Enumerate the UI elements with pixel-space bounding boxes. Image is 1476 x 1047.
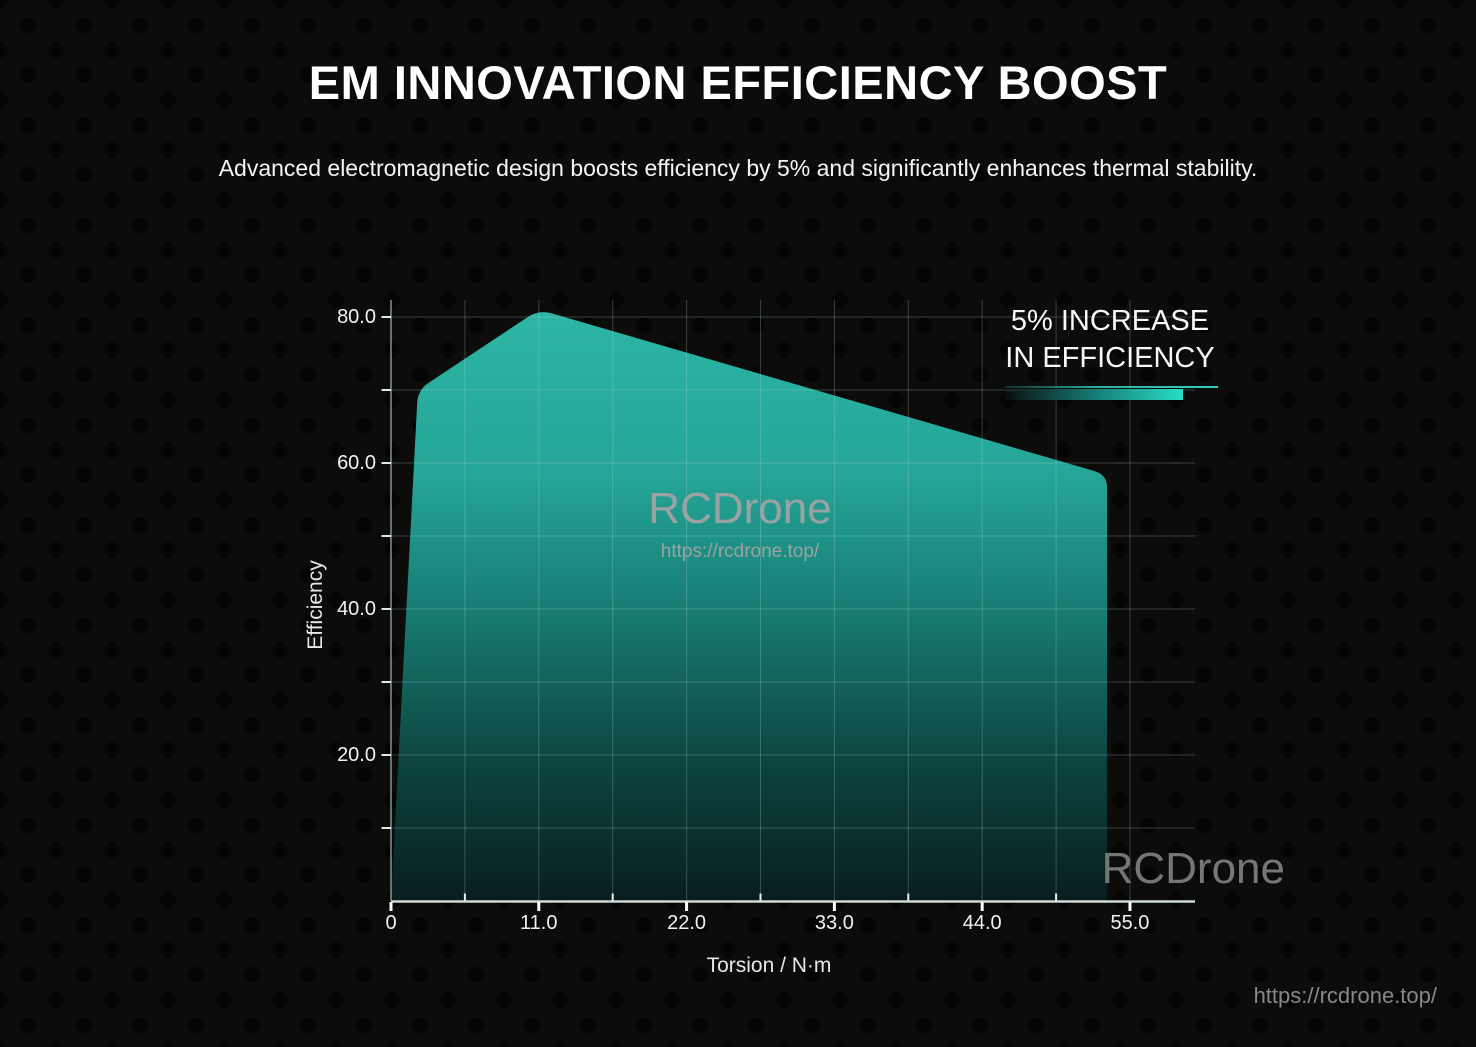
y-tick-label: 60.0: [337, 452, 376, 474]
page-title: EM INNOVATION EFFICIENCY BOOST: [308, 56, 1168, 109]
x-tick-label: 33.0: [814, 912, 854, 934]
legend-line1: 5% INCREASE: [1010, 305, 1210, 337]
x-tick-label: 55.0: [1110, 912, 1150, 934]
footer-url: https://rcdrone.top/: [1253, 983, 1437, 1008]
legend-underline: [1005, 386, 1218, 388]
x-tick-label: 22.0: [667, 912, 707, 934]
y-axis-title: Efficiency: [304, 560, 327, 650]
legend-line2: IN EFFICIENCY: [1005, 342, 1215, 374]
axes: [390, 300, 1195, 903]
y-tick-label: 20.0: [337, 744, 376, 766]
y-tick-label: 80.0: [337, 306, 376, 328]
gridlines: [390, 300, 1195, 901]
watermark-corner-name: RCDrone: [1101, 844, 1285, 893]
x-axis-title: Torsion / N·m: [706, 954, 832, 977]
chart-legend: 5% INCREASE IN EFFICIENCY: [975, 303, 1245, 377]
x-tick-label: 0: [385, 912, 397, 934]
watermark-center-name: RCDrone: [648, 484, 832, 533]
x-tick-label: 11.0: [520, 912, 558, 934]
x-tick-label: 44.0: [962, 912, 1002, 934]
watermark-center-url: https://rcdrone.top/: [660, 541, 820, 562]
page-subtitle: Advanced electromagnetic design boosts e…: [218, 155, 1258, 181]
tick-marks: [381, 316, 1132, 911]
efficiency-area: [391, 312, 1108, 902]
legend-gradient-bar: [1005, 389, 1183, 400]
y-tick-label: 40.0: [337, 598, 376, 620]
